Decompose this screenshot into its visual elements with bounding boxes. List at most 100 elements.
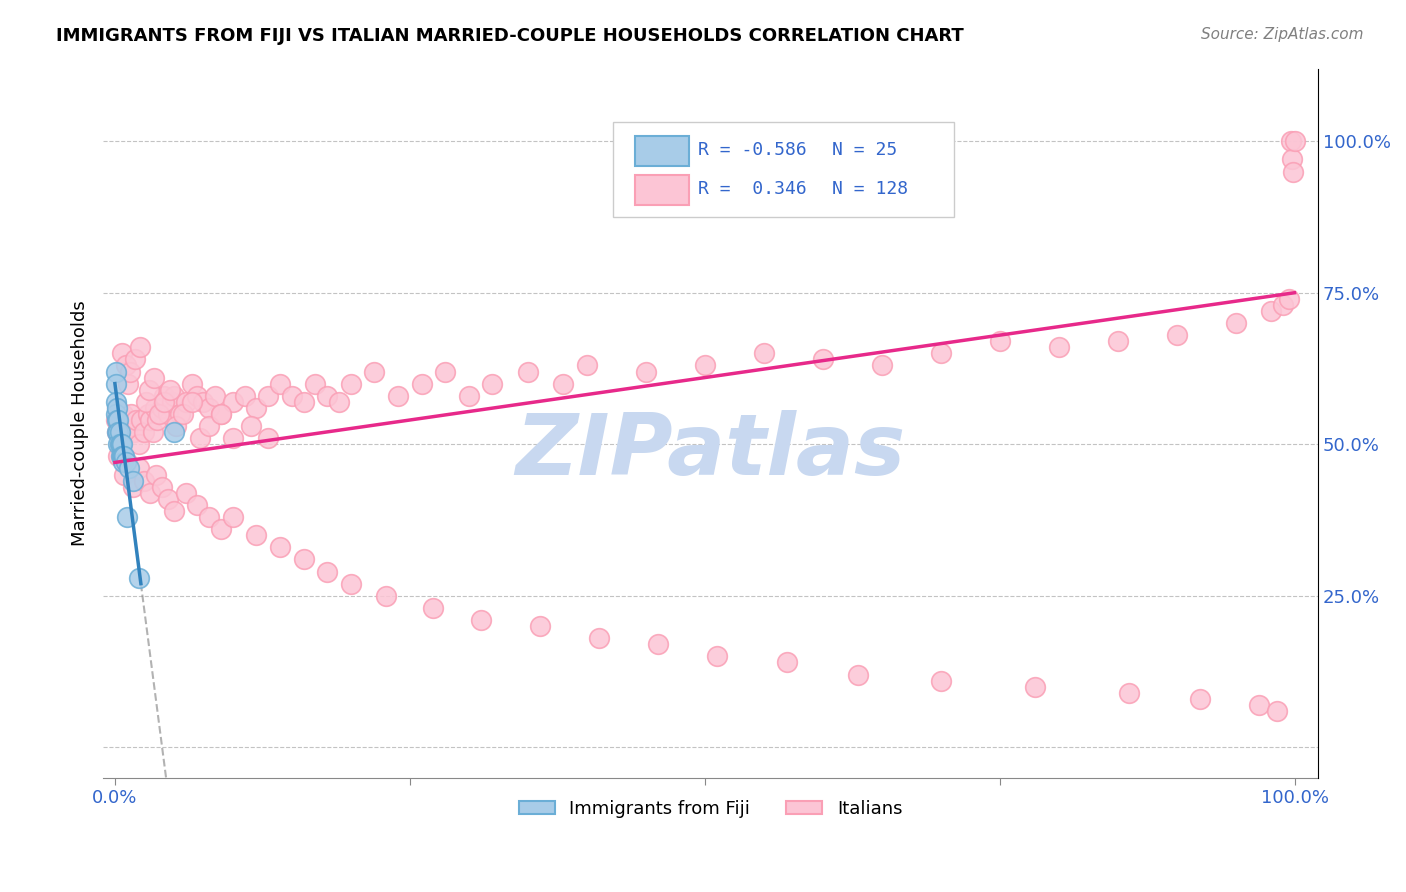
Point xyxy=(108,419,131,434)
Point xyxy=(340,576,363,591)
Point xyxy=(434,365,457,379)
Point xyxy=(186,389,208,403)
Point xyxy=(209,407,232,421)
Point xyxy=(107,437,129,451)
Point xyxy=(375,589,398,603)
Point xyxy=(647,637,669,651)
Point xyxy=(245,528,267,542)
Point xyxy=(110,413,132,427)
Point xyxy=(363,365,385,379)
Y-axis label: Married-couple Households: Married-couple Households xyxy=(72,301,89,546)
Point xyxy=(129,413,152,427)
Point xyxy=(125,413,148,427)
Point xyxy=(411,376,433,391)
Point xyxy=(269,376,291,391)
Point xyxy=(457,389,479,403)
Point xyxy=(108,425,131,439)
Point xyxy=(1166,328,1188,343)
Point xyxy=(107,450,129,464)
Point xyxy=(150,480,173,494)
Point xyxy=(693,359,716,373)
Point xyxy=(172,407,194,421)
Point xyxy=(115,455,138,469)
Point xyxy=(112,467,135,482)
Point xyxy=(222,431,245,445)
Point xyxy=(1189,691,1212,706)
Point xyxy=(153,394,176,409)
Point xyxy=(1279,134,1302,148)
Point xyxy=(846,667,869,681)
Point xyxy=(110,437,132,451)
Point xyxy=(120,365,142,379)
Point xyxy=(105,407,128,421)
Point xyxy=(870,359,893,373)
Point xyxy=(105,413,128,427)
Point xyxy=(105,413,128,427)
Point xyxy=(481,376,503,391)
Point xyxy=(163,504,186,518)
Point xyxy=(245,401,267,415)
Point xyxy=(112,407,135,421)
Point xyxy=(180,376,202,391)
Point xyxy=(340,376,363,391)
FancyBboxPatch shape xyxy=(636,136,689,166)
Point xyxy=(142,370,165,384)
Point xyxy=(1282,164,1305,178)
FancyBboxPatch shape xyxy=(636,175,689,204)
Point xyxy=(114,413,136,427)
Point xyxy=(988,334,1011,349)
Point xyxy=(929,673,952,688)
Point xyxy=(136,407,159,421)
Point xyxy=(110,450,132,464)
Point xyxy=(150,401,173,415)
Text: N = 128: N = 128 xyxy=(832,180,908,198)
Point xyxy=(105,401,128,415)
Point xyxy=(186,498,208,512)
Point xyxy=(387,389,409,403)
Point xyxy=(107,413,129,427)
Point xyxy=(118,461,141,475)
Point xyxy=(1225,316,1247,330)
Point xyxy=(105,365,128,379)
Point xyxy=(159,383,181,397)
Point xyxy=(142,425,165,439)
Point xyxy=(198,401,221,415)
Point xyxy=(117,376,139,391)
Point xyxy=(156,407,179,421)
Point xyxy=(174,485,197,500)
Point xyxy=(752,346,775,360)
Point xyxy=(156,491,179,506)
Point xyxy=(1265,704,1288,718)
Point xyxy=(222,510,245,524)
Point xyxy=(209,407,232,421)
Point xyxy=(316,389,339,403)
Point xyxy=(292,394,315,409)
Point xyxy=(269,541,291,555)
Point xyxy=(575,359,598,373)
Point xyxy=(1024,680,1046,694)
Point xyxy=(160,394,183,409)
Point xyxy=(165,419,187,434)
Text: IMMIGRANTS FROM FIJI VS ITALIAN MARRIED-COUPLE HOUSEHOLDS CORRELATION CHART: IMMIGRANTS FROM FIJI VS ITALIAN MARRIED-… xyxy=(56,27,965,45)
Text: R = -0.586: R = -0.586 xyxy=(699,141,807,159)
Point xyxy=(128,437,150,451)
Point xyxy=(634,365,657,379)
Point xyxy=(110,437,132,451)
Point xyxy=(328,394,350,409)
Point xyxy=(529,619,551,633)
Point xyxy=(120,407,142,421)
Text: Source: ZipAtlas.com: Source: ZipAtlas.com xyxy=(1201,27,1364,42)
Point xyxy=(146,413,169,427)
Point xyxy=(169,407,191,421)
Legend: Immigrants from Fiji, Italians: Immigrants from Fiji, Italians xyxy=(512,793,910,825)
Point xyxy=(114,455,136,469)
Point xyxy=(422,600,444,615)
Point xyxy=(134,474,156,488)
Point xyxy=(115,510,138,524)
Point xyxy=(139,413,162,427)
Point xyxy=(143,401,166,415)
Point xyxy=(281,389,304,403)
Point xyxy=(163,425,186,439)
Point xyxy=(776,656,799,670)
Point xyxy=(121,474,143,488)
